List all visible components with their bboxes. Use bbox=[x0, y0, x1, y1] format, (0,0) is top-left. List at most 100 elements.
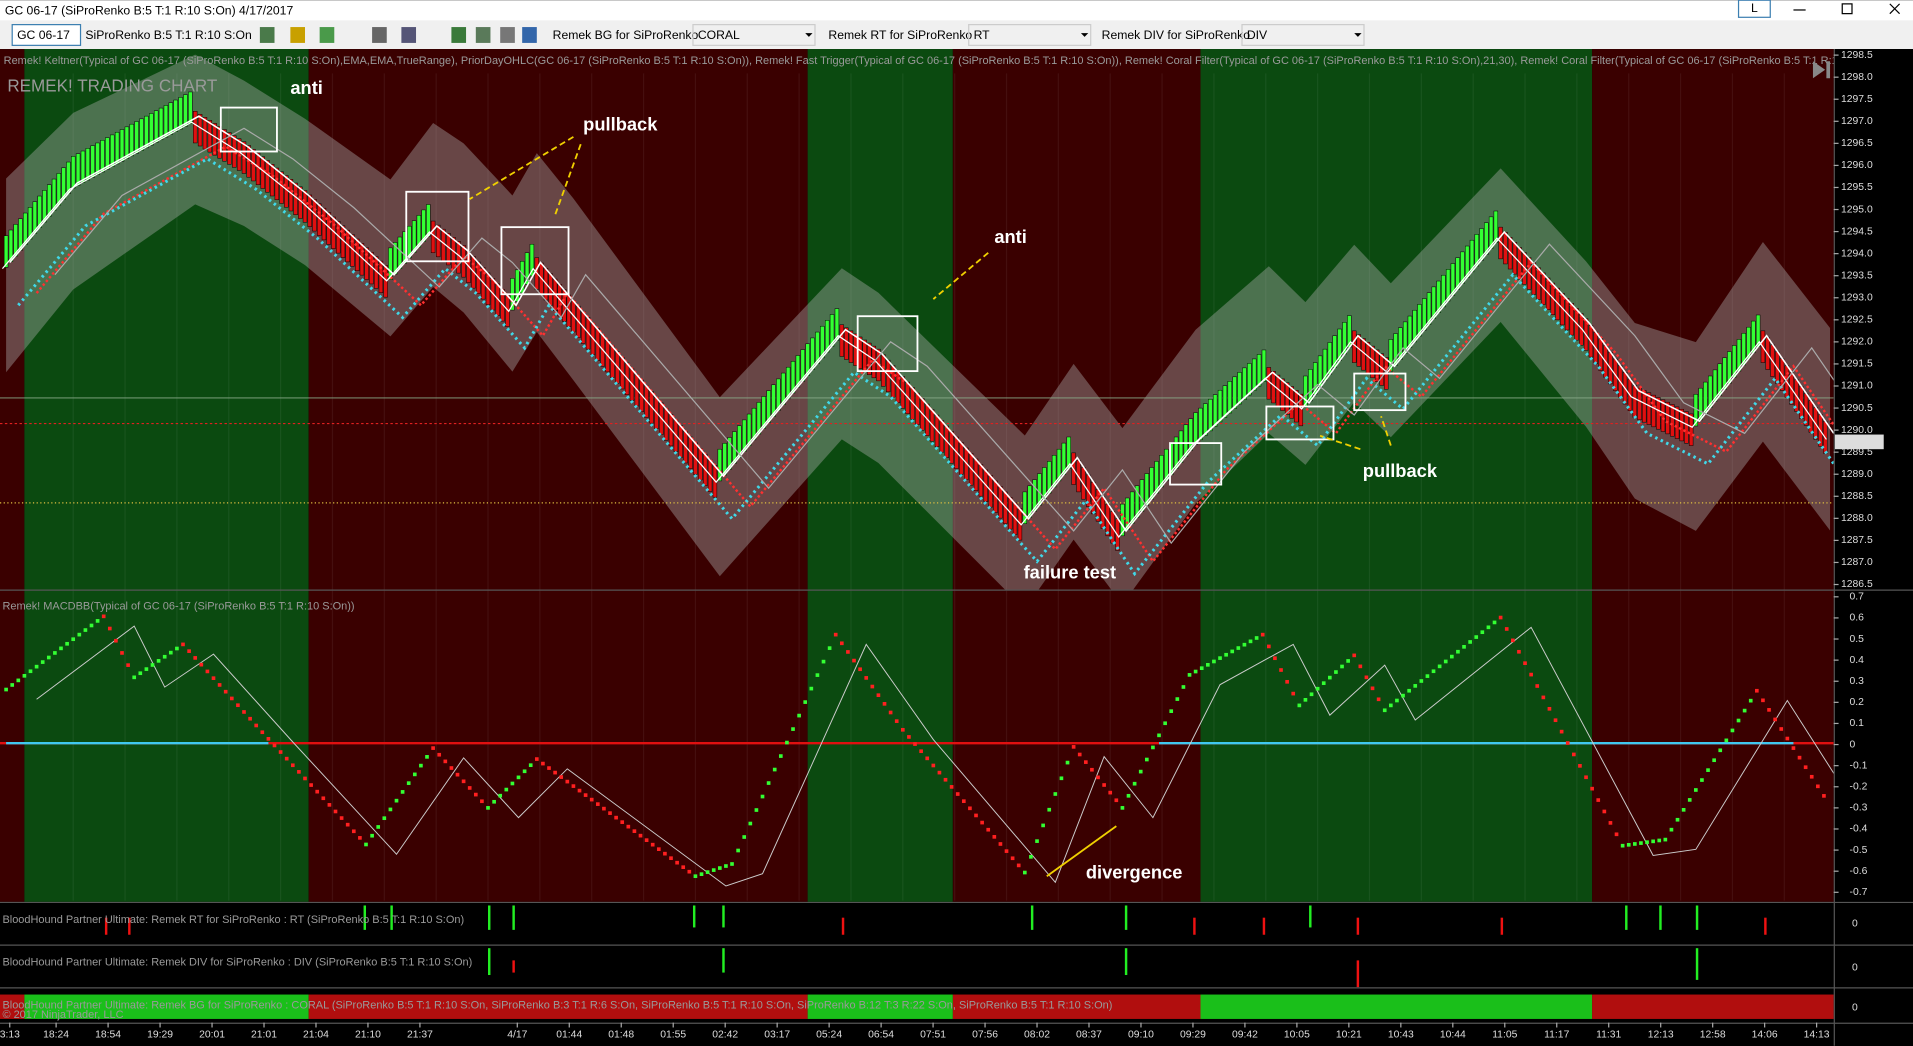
macd-dot bbox=[687, 869, 692, 874]
renko-brick bbox=[1232, 376, 1237, 409]
scroll-end-button[interactable] bbox=[1812, 61, 1831, 79]
macd-dot bbox=[589, 797, 594, 802]
macd-dot bbox=[1809, 774, 1814, 779]
macd-dot bbox=[1370, 686, 1375, 691]
macd-dot bbox=[541, 761, 545, 766]
macd-dot bbox=[1242, 642, 1247, 647]
indicator-name[interactable]: Remek DIV for SiProRenko bbox=[1102, 28, 1251, 42]
link-button-label[interactable]: L bbox=[1751, 1, 1758, 15]
macd-dot bbox=[1633, 842, 1637, 846]
macd-dot bbox=[791, 727, 795, 731]
macd-dot bbox=[53, 651, 57, 655]
macd-dot bbox=[1761, 698, 1765, 703]
macd-axis-label: -0.3 bbox=[1850, 803, 1868, 814]
price-axis-label: 1294.5 bbox=[1841, 226, 1873, 237]
instrument-selector[interactable] bbox=[11, 24, 82, 46]
macd-axis-label: 0.3 bbox=[1850, 676, 1865, 687]
macd-dot bbox=[1645, 840, 1649, 845]
macd-dot bbox=[467, 786, 472, 790]
maximize-button[interactable] bbox=[1841, 3, 1853, 15]
indicator-dropdown[interactable] bbox=[1241, 24, 1365, 46]
link-button[interactable] bbox=[1737, 0, 1771, 18]
price-axis-label: 1289.0 bbox=[1841, 469, 1873, 480]
dropdown-arrow[interactable] bbox=[805, 33, 813, 37]
dropdown-arrow[interactable] bbox=[1080, 33, 1089, 37]
price-axis-label: 1297.0 bbox=[1841, 116, 1873, 127]
indicator-value[interactable]: CORAL bbox=[698, 28, 740, 42]
macd-dot bbox=[565, 779, 570, 784]
macd-dot bbox=[650, 842, 655, 847]
dropdown-arrow[interactable] bbox=[1354, 33, 1362, 37]
close-button[interactable] bbox=[1889, 3, 1901, 15]
macd-axis-label: 0.2 bbox=[1850, 697, 1865, 708]
renko-brick bbox=[839, 324, 845, 357]
time-axis-label: 21:37 bbox=[407, 1030, 433, 1041]
indicator-name[interactable]: Remek RT for SiProRenko bbox=[828, 28, 972, 42]
macd-dot bbox=[1608, 821, 1613, 825]
indicator-value[interactable]: DIV bbox=[1247, 28, 1268, 42]
macd-dot bbox=[1565, 741, 1570, 745]
macd-dot bbox=[364, 842, 368, 847]
renko-brick bbox=[288, 179, 294, 212]
indicator-name[interactable]: Remek BG for SiProRenko bbox=[553, 28, 699, 42]
macd-dot bbox=[1712, 758, 1716, 763]
macd-dot bbox=[1315, 686, 1320, 691]
price-axis-label: 1297.5 bbox=[1841, 94, 1873, 105]
time-axis-label: 01:48 bbox=[608, 1030, 634, 1041]
renko-brick bbox=[446, 232, 451, 266]
macd-dot bbox=[742, 835, 747, 839]
macd-dot bbox=[547, 766, 551, 770]
renko-brick bbox=[857, 336, 863, 369]
macd-dot bbox=[1407, 688, 1411, 693]
macd-dot bbox=[339, 816, 344, 820]
macd-dot bbox=[1596, 798, 1601, 802]
macd-dot bbox=[522, 769, 527, 774]
toolbar-icons[interactable] bbox=[259, 27, 537, 43]
macd-dot bbox=[1803, 765, 1808, 770]
macd-dot bbox=[748, 821, 753, 826]
renko-brick bbox=[90, 145, 95, 178]
renko-brick bbox=[1212, 394, 1218, 427]
renko-brick bbox=[222, 129, 227, 162]
macd-dot bbox=[1413, 684, 1418, 688]
macd-dot bbox=[1163, 721, 1167, 726]
background-band bbox=[24, 49, 309, 902]
macd-dot bbox=[888, 710, 893, 715]
renko-brick bbox=[1660, 399, 1666, 432]
bar-type[interactable]: SiProRenko B:5 T:1 R:10 S:On bbox=[85, 28, 251, 42]
renko-brick bbox=[265, 160, 270, 193]
background-band bbox=[1200, 49, 1593, 902]
macd-dot bbox=[1639, 841, 1643, 845]
indicator-value[interactable]: RT bbox=[974, 28, 991, 42]
macd-dot bbox=[1797, 755, 1802, 760]
signal-tick bbox=[1124, 948, 1128, 976]
macd-dot bbox=[1553, 718, 1558, 723]
macd-dot bbox=[1120, 806, 1125, 810]
renko-brick bbox=[269, 164, 275, 197]
price-axis-label: 1286.5 bbox=[1841, 579, 1873, 590]
macd-dot bbox=[1260, 632, 1265, 637]
renko-brick bbox=[183, 94, 188, 127]
panel-label: BloodHound Partner Ultimate: Remek RT fo… bbox=[2, 914, 464, 926]
macd-dot bbox=[394, 798, 399, 803]
macd-dot bbox=[943, 777, 948, 782]
macd-dot bbox=[1443, 659, 1448, 664]
macd-dot bbox=[1687, 798, 1692, 802]
macd-dot bbox=[175, 646, 179, 651]
instrument[interactable]: GC 06-17 bbox=[17, 28, 70, 42]
macd-dot bbox=[1590, 786, 1594, 791]
macd-dot bbox=[894, 719, 899, 723]
annotation: anti bbox=[994, 226, 1027, 247]
macd-dot bbox=[870, 684, 875, 689]
indicator-dropdown[interactable] bbox=[692, 24, 816, 46]
macd-dot bbox=[1602, 809, 1607, 814]
signal-tick bbox=[488, 905, 491, 930]
macd-dot bbox=[772, 767, 777, 772]
macd-dot bbox=[571, 784, 576, 788]
macd-dot bbox=[803, 700, 808, 704]
time-axis-label: 08:37 bbox=[1076, 1030, 1102, 1041]
macd-dot bbox=[486, 806, 490, 810]
indicator-dropdown[interactable] bbox=[968, 24, 1092, 46]
renko-brick bbox=[1193, 412, 1198, 445]
macd-dot bbox=[968, 806, 972, 811]
